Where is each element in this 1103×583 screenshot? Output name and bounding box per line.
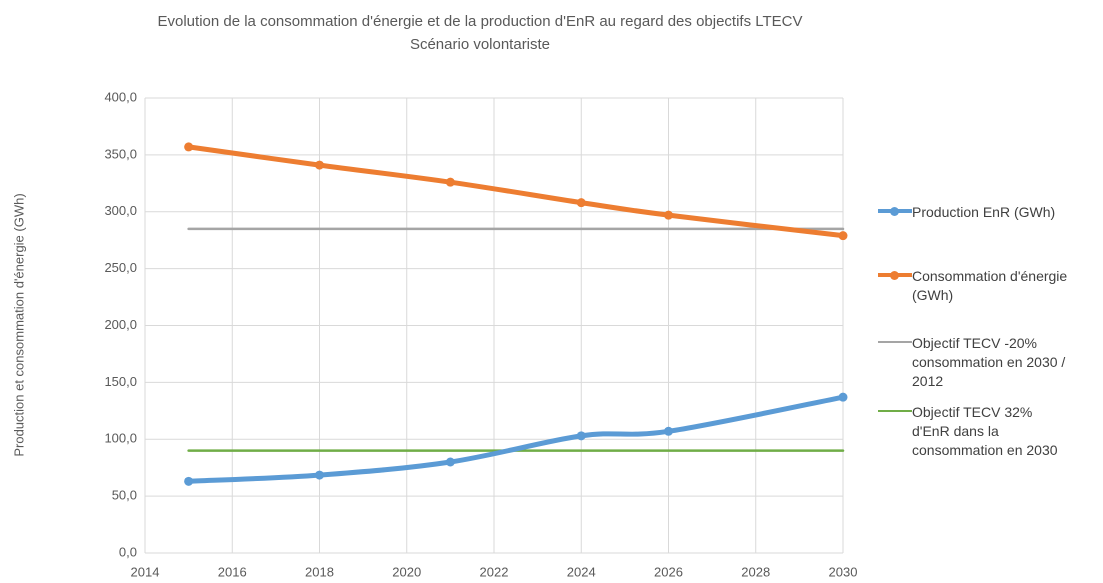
- legend-entry: Consommation d'énergie (GWh): [878, 267, 1078, 305]
- y-tick-label: 50,0: [112, 488, 137, 503]
- point-marker: [838, 392, 848, 402]
- x-tick-label: 2026: [654, 564, 683, 579]
- legend-label: Objectif TECV 32% d'EnR dans la consomma…: [912, 404, 1058, 458]
- x-tick-label: 2028: [741, 564, 770, 579]
- series-line: [186, 394, 846, 484]
- x-tick-label: 2018: [305, 564, 334, 579]
- y-tick-label: 150,0: [104, 374, 137, 389]
- y-tick-label: 250,0: [104, 260, 137, 275]
- x-tick-label: 2016: [218, 564, 247, 579]
- point-marker: [664, 210, 673, 220]
- point-marker: [838, 231, 848, 241]
- legend-entry: Objectif TECV -20% consommation en 2030 …: [878, 334, 1078, 391]
- point-marker: [184, 142, 194, 152]
- y-tick-label: 0,0: [119, 544, 137, 559]
- chart-title: Evolution de la consommation d'énergie e…: [158, 13, 803, 30]
- x-tick-label: 2014: [131, 564, 160, 579]
- x-tick-label: 2022: [480, 564, 509, 579]
- x-tick-label: 2030: [829, 564, 858, 579]
- y-tick-label: 350,0: [104, 146, 137, 161]
- legend-swatch: [878, 334, 912, 348]
- legend-swatch: [878, 267, 912, 281]
- point-marker: [445, 457, 455, 467]
- point-marker: [445, 177, 455, 187]
- point-marker: [664, 426, 673, 436]
- series-line: [186, 144, 846, 239]
- y-tick-label: 200,0: [104, 317, 137, 332]
- y-tick-label: 300,0: [104, 203, 137, 218]
- point-marker: [315, 470, 324, 480]
- y-tick-label: 400,0: [104, 89, 137, 104]
- x-tick-label: 2024: [567, 564, 596, 579]
- chart-subtitle: Scénario volontariste: [410, 36, 550, 53]
- legend-swatch: [878, 203, 912, 217]
- point-marker: [576, 431, 586, 441]
- point-marker: [184, 476, 194, 486]
- point-marker: [315, 160, 324, 170]
- legend-label: Consommation d'énergie (GWh): [912, 268, 1068, 303]
- y-tick-label: 100,0: [104, 431, 137, 446]
- y-axis-label: Production et consommation d'énergie (GW…: [11, 193, 26, 456]
- point-marker: [576, 198, 586, 208]
- legend-entry: Objectif TECV 32% d'EnR dans la consomma…: [878, 403, 1078, 460]
- legend-swatch: [878, 403, 912, 417]
- legend-label: Production EnR (GWh): [912, 204, 1056, 220]
- legend-entry: Production EnR (GWh): [878, 203, 1078, 222]
- legend-label: Objectif TECV -20% consommation en 2030 …: [912, 335, 1066, 389]
- x-tick-label: 2020: [392, 564, 421, 579]
